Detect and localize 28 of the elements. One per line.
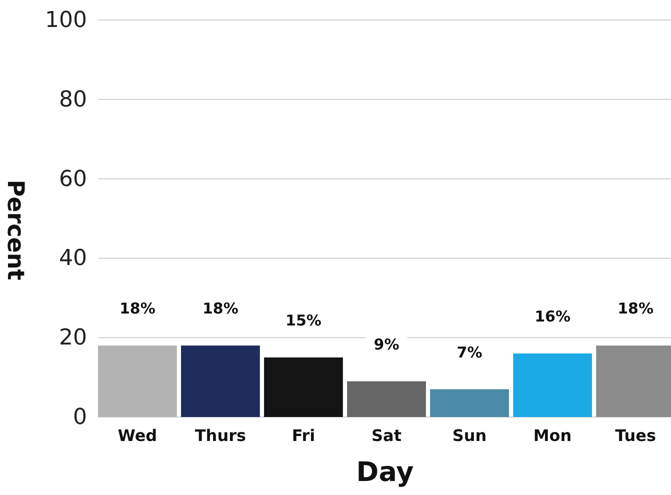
bar xyxy=(430,389,509,417)
bar xyxy=(513,353,592,417)
data-label: 18% xyxy=(202,300,238,318)
y-tick-label: 100 xyxy=(45,8,87,34)
x-tick-label: Thurs xyxy=(194,426,246,445)
x-tick-label: Wed xyxy=(118,426,158,445)
bar xyxy=(347,381,426,417)
y-axis-title: Percent xyxy=(2,180,28,280)
y-tick-label: 0 xyxy=(73,405,87,430)
data-label: 7% xyxy=(456,343,482,362)
x-tick-label: Tues xyxy=(615,426,656,445)
bar xyxy=(264,357,343,417)
data-label: 18% xyxy=(618,300,654,318)
x-tick-label: Sat xyxy=(372,426,402,445)
x-axis-title: Day xyxy=(356,457,414,488)
data-label: 9% xyxy=(374,335,400,354)
x-tick-label: Mon xyxy=(533,426,572,445)
bar xyxy=(181,346,260,417)
y-tick-label: 40 xyxy=(59,246,87,272)
data-label: 15% xyxy=(286,312,322,330)
bar xyxy=(98,346,177,417)
x-tick-label: Sun xyxy=(452,426,487,445)
y-tick-label: 80 xyxy=(59,87,87,112)
x-tick-label: Fri xyxy=(292,426,316,445)
data-label: 18% xyxy=(119,300,156,318)
y-tick-label: 20 xyxy=(59,326,87,351)
y-tick-label: 60 xyxy=(59,166,87,192)
data-label: 16% xyxy=(534,308,570,326)
